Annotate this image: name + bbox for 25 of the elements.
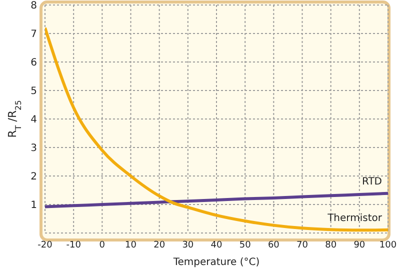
- x-tick-label: 90: [354, 240, 366, 250]
- x-tick-label: 0: [99, 240, 106, 250]
- series-label: Thermistor: [326, 212, 383, 224]
- x-tick-label: 80: [325, 240, 337, 250]
- x-tick-label: 10: [125, 240, 137, 250]
- y-tick-label: 4: [30, 114, 37, 126]
- x-tick-label: 20: [154, 240, 166, 250]
- x-tick-label: 70: [296, 240, 308, 250]
- y-tick-label: 7: [30, 29, 37, 40]
- y-tick-label: 2: [30, 172, 37, 183]
- y-tick-label: 6: [30, 58, 37, 69]
- x-tick-label: -20: [38, 240, 53, 250]
- x-axis-title: Temperature (°C): [172, 257, 260, 268]
- y-tick-label: 1: [30, 200, 37, 212]
- x-tick-label: -10: [66, 240, 82, 250]
- x-tick-label: 40: [210, 240, 222, 250]
- series-label: RTD: [362, 176, 382, 188]
- x-tick-label: 100: [379, 240, 397, 250]
- x-tick-label: 30: [182, 240, 194, 250]
- y-tick-label: 8: [30, 0, 37, 12]
- y-tick-label: 5: [30, 86, 37, 98]
- x-tick-label: 60: [268, 240, 280, 250]
- x-tick-label: 50: [239, 240, 252, 250]
- line-series: [45, 192, 388, 208]
- y-tick-label: 3: [30, 143, 37, 154]
